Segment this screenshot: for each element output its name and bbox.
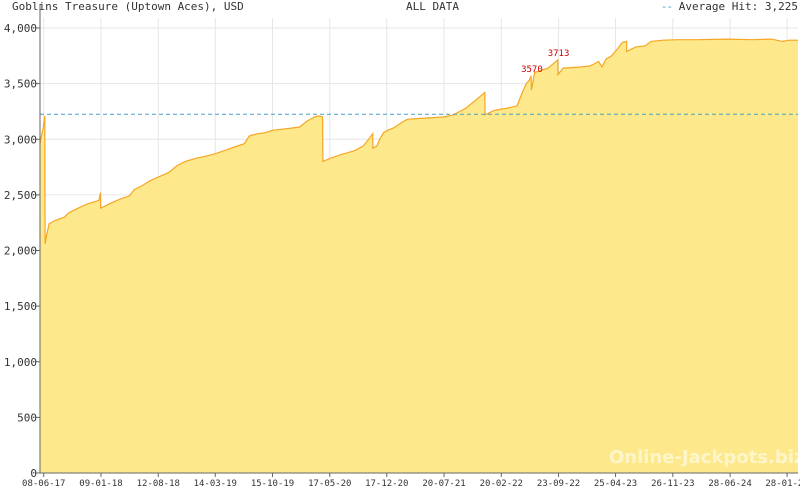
x-tick-label: 17-12-20 xyxy=(365,479,408,489)
y-tick-label: 3,000 xyxy=(4,133,37,146)
y-tick-label: 3,500 xyxy=(4,78,37,91)
series-area xyxy=(40,39,798,473)
x-tick-label: 12-08-18 xyxy=(137,479,180,489)
x-tick-label: 26-11-23 xyxy=(651,479,694,489)
axis-layer: 0 500 1,000 1,500 2,000 2,500 3,000 3,500 4,000 0… xyxy=(4,4,800,489)
y-tick-label: 1,500 xyxy=(4,300,37,313)
data-range-label: ALL DATA xyxy=(406,0,459,13)
annotation-layer: 3570 3713 xyxy=(521,49,569,75)
x-tick-label: 28-01-25 xyxy=(765,479,800,489)
x-tick-label: 23-09-22 xyxy=(537,479,580,489)
watermark-logo: Online-Jackpots.biz xyxy=(609,447,800,468)
legend-dash-icon: -- xyxy=(660,0,673,13)
x-tick-label: 25-04-23 xyxy=(594,479,637,489)
x-tick-label: 20-07-21 xyxy=(422,479,465,489)
peak-annotation: 3713 xyxy=(548,49,570,59)
series-line xyxy=(39,38,798,244)
y-tick-label: 2,000 xyxy=(4,245,37,258)
y-tick-label: 500 xyxy=(17,411,37,424)
x-tick-label: 28-06-24 xyxy=(708,479,751,489)
y-tick-label: 2,500 xyxy=(4,189,37,202)
x-tick-label: 09-01-18 xyxy=(79,479,122,489)
x-tick-label: 14-03-19 xyxy=(194,479,237,489)
peak-annotation: 3570 xyxy=(521,65,543,75)
chart-title: Goblins Treasure (Uptown Aces), USD xyxy=(12,0,244,13)
x-tick-label: 15-10-19 xyxy=(251,479,294,489)
legend-average-label: Average Hit: 3,225 xyxy=(678,0,798,13)
legend: -- Average Hit: 3,225 xyxy=(661,0,798,14)
area-layer xyxy=(39,38,798,473)
y-tick-label: 4,000 xyxy=(4,22,37,35)
y-tick-label: 1,000 xyxy=(4,356,37,369)
x-tick-label: 17-05-20 xyxy=(308,479,351,489)
y-tick-label: 0 xyxy=(30,467,37,480)
x-tick-label: 20-02-22 xyxy=(480,479,523,489)
x-tick-label: 08-06-17 xyxy=(22,479,65,489)
